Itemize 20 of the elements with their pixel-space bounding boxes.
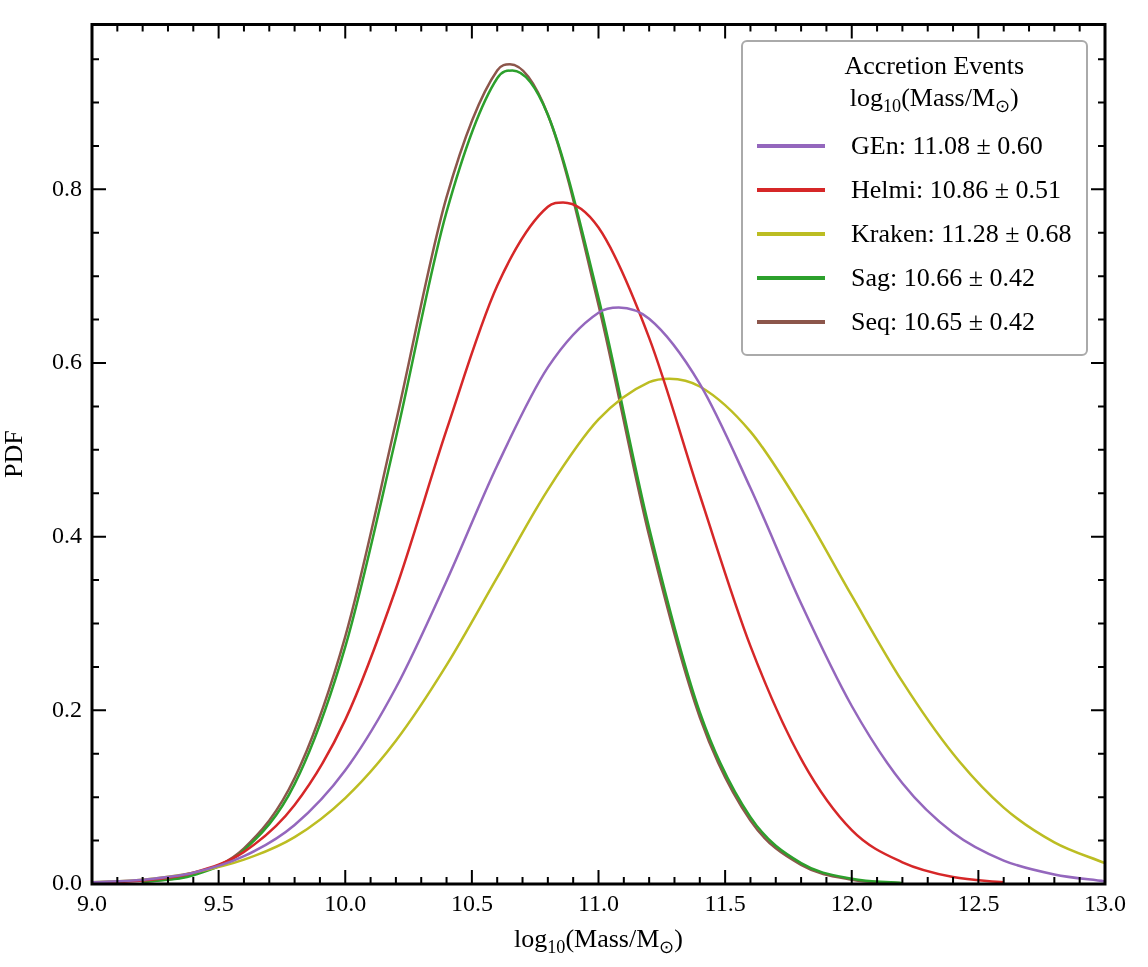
x-tick-label: 10.5 <box>450 889 493 916</box>
x-tick-label: 11.5 <box>704 889 746 916</box>
x-tick-label: 13.0 <box>1084 889 1126 916</box>
x-tick-label: 12.0 <box>830 889 873 916</box>
legend-label: Seq: 10.65 ± 0.42 <box>851 306 1035 337</box>
x-tick-label: 10.0 <box>324 889 367 916</box>
x-tick-label: 11.0 <box>577 889 620 916</box>
x-tick-label: 9.5 <box>203 889 234 916</box>
y-tick-label: 0.2 <box>52 695 82 722</box>
x-axis-title: log$_{10}$(Mass/M$_{⊙}$) <box>514 924 683 959</box>
y-tick-label: 0.4 <box>52 521 82 548</box>
legend-label: GEn: 11.08 ± 0.60 <box>851 130 1043 161</box>
y-axis-title: PDF <box>0 430 29 479</box>
legend-label: Kraken: 11.28 ± 0.68 <box>851 218 1072 249</box>
y-tick-label: 0.8 <box>52 174 82 201</box>
legend-label: Helmi: 10.86 ± 0.51 <box>851 174 1061 205</box>
legend-label: Sag: 10.66 ± 0.42 <box>851 262 1035 293</box>
legend-title: Accretion Events log$_{10}$(Mass/M$_{⊙}$) <box>843 50 1026 118</box>
x-tick-label: 12.5 <box>957 889 1000 916</box>
y-tick-label: 0.6 <box>52 348 82 375</box>
